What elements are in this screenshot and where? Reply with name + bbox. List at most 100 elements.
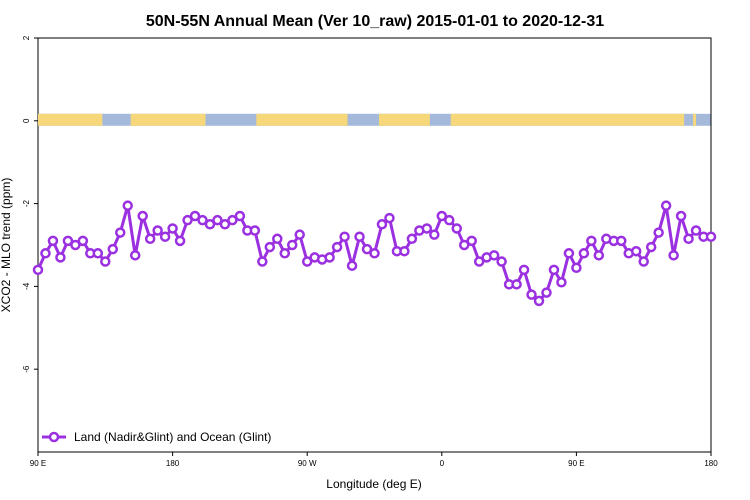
legend: Land (Nadir&Glint) and Ocean (Glint) — [42, 430, 271, 444]
data-point — [354, 231, 365, 242]
data-point — [436, 210, 448, 222]
data-point — [638, 256, 649, 267]
data-point — [376, 219, 388, 230]
data-point — [616, 235, 627, 247]
data-point — [115, 227, 126, 238]
data-point — [144, 233, 156, 245]
data-point — [399, 245, 410, 257]
data-point — [488, 250, 500, 261]
legend-label: Land (Nadir&Glint) and Ocean (Glint) — [74, 430, 271, 444]
data-point — [62, 235, 74, 247]
y-tick-label: -4 — [22, 282, 31, 290]
data-point — [129, 250, 141, 261]
data-point — [496, 256, 507, 267]
data-point — [249, 225, 261, 236]
x-tick-label: 90 W — [298, 459, 317, 468]
land-segment — [256, 113, 348, 126]
data-point — [556, 277, 567, 288]
data-point — [705, 231, 717, 242]
legend-marker — [48, 431, 60, 443]
data-point — [473, 256, 485, 267]
data-point — [182, 214, 193, 226]
data-point — [264, 241, 276, 253]
data-point — [593, 250, 605, 261]
land-segment — [693, 113, 697, 126]
land-segment — [450, 113, 685, 126]
data-point — [301, 256, 313, 267]
data-point — [346, 260, 358, 271]
data-point — [219, 219, 231, 230]
data-point — [406, 233, 418, 245]
data-point — [444, 214, 455, 226]
data-point — [167, 223, 178, 234]
data-point — [690, 225, 702, 236]
data-point — [47, 235, 59, 247]
data-point — [466, 235, 477, 247]
data-point — [533, 295, 545, 307]
y-tick-label: 0 — [22, 118, 31, 123]
data-point — [324, 252, 335, 263]
y-axis-label: XCO2 - MLO trend (ppm) — [0, 178, 13, 313]
data-point — [294, 229, 305, 240]
x-tick-label: 180 — [704, 459, 718, 468]
data-point — [32, 264, 44, 276]
data-point — [675, 210, 687, 222]
data-point — [279, 248, 291, 259]
data-point — [234, 210, 246, 222]
data-point — [92, 248, 104, 259]
data-point — [630, 245, 642, 257]
x-tick-label: 90 E — [568, 459, 584, 468]
land-segment — [130, 113, 206, 126]
x-axis-label: Longitude (deg E) — [326, 477, 421, 491]
chart-title: 50N-55N Annual Mean (Ver 10_raw) 2015-01… — [146, 13, 604, 30]
plot-area — [37, 37, 712, 453]
data-point — [70, 239, 81, 251]
axis-ticks: 90 E 180 90 W 0 90 E 180 2 0 -2 -4 -6 — [22, 35, 718, 468]
x-tick-label: 90 E — [30, 459, 46, 468]
data-point — [212, 214, 223, 226]
land-segment — [38, 113, 103, 126]
data-point — [511, 279, 522, 290]
data-point — [77, 235, 89, 247]
data-point — [451, 223, 463, 234]
data-point — [107, 243, 119, 255]
data-point — [645, 241, 657, 253]
data-point — [668, 250, 679, 261]
data-point — [578, 248, 590, 259]
data-point — [40, 248, 51, 259]
data-point — [369, 248, 380, 259]
data-point — [257, 256, 268, 267]
data-point — [384, 212, 395, 224]
x-tick-label: 180 — [166, 459, 180, 468]
data-point — [152, 225, 163, 236]
data-point — [548, 264, 560, 276]
data-point — [137, 210, 148, 222]
data-point — [361, 243, 373, 255]
data-point — [563, 248, 575, 259]
data-point — [100, 256, 111, 267]
data-point — [421, 223, 433, 234]
y-tick-label: -2 — [22, 199, 31, 207]
data-point — [331, 241, 343, 253]
data-point — [122, 200, 133, 211]
data-point — [518, 264, 530, 276]
data-point — [586, 235, 597, 247]
data-point — [541, 287, 552, 298]
data-point — [429, 229, 440, 240]
data-point — [174, 235, 186, 247]
data-point — [571, 262, 582, 274]
data-point — [189, 210, 201, 222]
data-point — [159, 231, 171, 242]
data-point — [526, 289, 537, 300]
data-point — [660, 200, 672, 211]
data-point — [227, 214, 238, 226]
data-point — [683, 233, 694, 245]
y-tick-label: 2 — [22, 35, 31, 40]
data-point — [653, 227, 664, 238]
y-tick-label: -6 — [22, 365, 31, 373]
data-point — [197, 214, 208, 226]
land-segment — [378, 113, 430, 126]
data-point — [458, 239, 470, 251]
data-point — [286, 239, 298, 251]
